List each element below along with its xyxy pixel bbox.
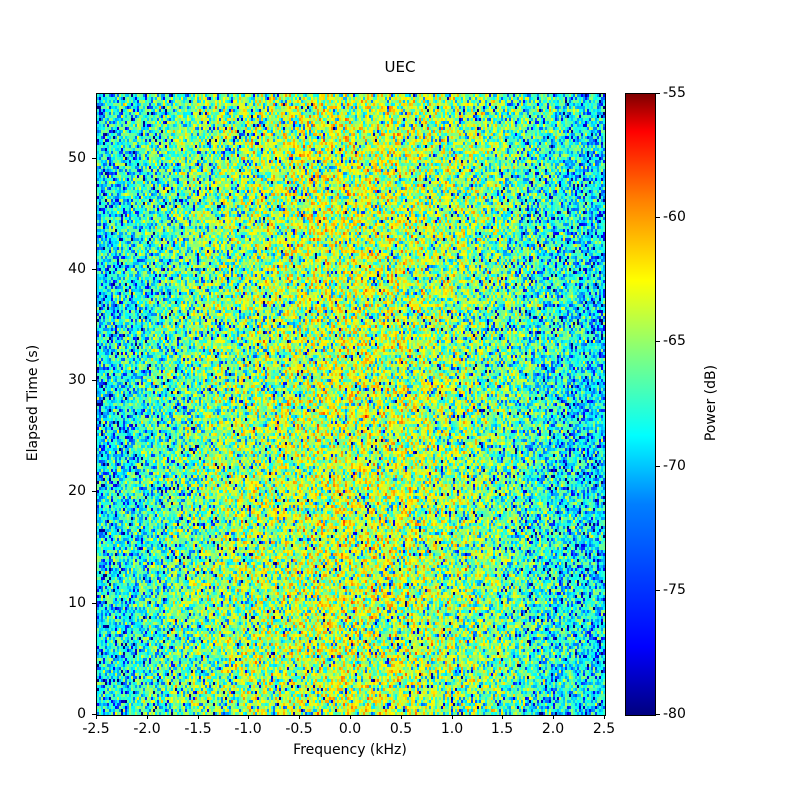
x-tick-label: 0.5 <box>389 721 413 737</box>
colorbar-tick-label: -75 <box>663 582 686 598</box>
x-tick-mark <box>502 715 503 719</box>
x-tick-mark <box>198 715 199 719</box>
x-tick-mark <box>350 715 351 719</box>
x-tick-mark <box>147 715 148 719</box>
colorbar-label: Power (dB) <box>703 364 719 442</box>
y-tick-label: 0 <box>77 706 86 722</box>
x-tick-mark <box>452 715 453 719</box>
x-tick-mark <box>604 715 605 719</box>
y-tick-mark <box>92 158 96 159</box>
x-tick-label: 2.0 <box>541 721 565 737</box>
y-tick-label: 50 <box>68 150 86 166</box>
x-tick-label: -2.5 <box>82 721 110 737</box>
colorbar-tick-mark <box>656 714 660 715</box>
spectrogram-image <box>97 94 605 715</box>
colorbar-tick-label: -60 <box>663 209 686 225</box>
x-tick-label: 1.5 <box>490 721 514 737</box>
x-tick-mark <box>299 715 300 719</box>
y-tick-label: 30 <box>68 372 86 388</box>
colorbar-tick-mark <box>656 217 660 218</box>
y-tick-mark <box>92 714 96 715</box>
x-tick-mark <box>96 715 97 719</box>
x-tick-label: 1.0 <box>440 721 464 737</box>
power-colorbar <box>625 93 656 716</box>
colorbar-tick-mark <box>656 590 660 591</box>
x-tick-label: 2.5 <box>592 721 616 737</box>
y-tick-label: 40 <box>68 261 86 277</box>
y-tick-mark <box>92 269 96 270</box>
y-tick-mark <box>92 491 96 492</box>
x-axis-label: Frequency (kHz) <box>293 742 407 758</box>
x-tick-label: 0.0 <box>338 721 362 737</box>
y-tick-mark <box>92 603 96 604</box>
x-tick-label: -2.0 <box>133 721 161 737</box>
spectrogram-plot-area <box>96 93 606 716</box>
y-tick-label: 10 <box>68 595 86 611</box>
colorbar-tick-label: -70 <box>663 458 686 474</box>
colorbar-tick-label: -55 <box>663 85 686 101</box>
colorbar-tick-label: -80 <box>663 706 686 722</box>
y-tick-mark <box>92 380 96 381</box>
x-tick-label: -0.5 <box>285 721 313 737</box>
x-tick-mark <box>401 715 402 719</box>
y-axis-label: Elapsed Time (s) <box>25 344 41 462</box>
colorbar-tick-mark <box>656 93 660 94</box>
colorbar-tick-mark <box>656 466 660 467</box>
x-tick-mark <box>553 715 554 719</box>
x-tick-label: -1.0 <box>234 721 262 737</box>
y-tick-label: 20 <box>68 483 86 499</box>
colorbar-tick-label: -65 <box>663 333 686 349</box>
x-tick-label: -1.5 <box>184 721 212 737</box>
x-tick-mark <box>248 715 249 719</box>
colorbar-tick-mark <box>656 341 660 342</box>
title-line-station: UEC <box>384 58 416 76</box>
